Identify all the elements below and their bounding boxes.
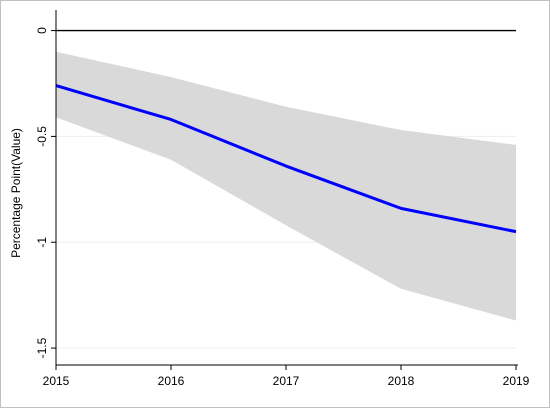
- x-tick-label-2: 2017: [273, 374, 300, 388]
- y-tick-label-0: 0: [35, 27, 49, 34]
- x-tick-label-4: 2019: [503, 374, 530, 388]
- y-axis-title: Percentage Point(Value): [9, 128, 23, 258]
- y-tick-label-2: -1: [35, 237, 49, 248]
- x-tick-label-1: 2016: [158, 374, 185, 388]
- y-tick-label-1: -0.5: [35, 126, 49, 147]
- x-tick-label-3: 2018: [388, 374, 415, 388]
- x-tick-label-0: 2015: [43, 374, 70, 388]
- y-tick-label-3: -1.5: [35, 337, 49, 358]
